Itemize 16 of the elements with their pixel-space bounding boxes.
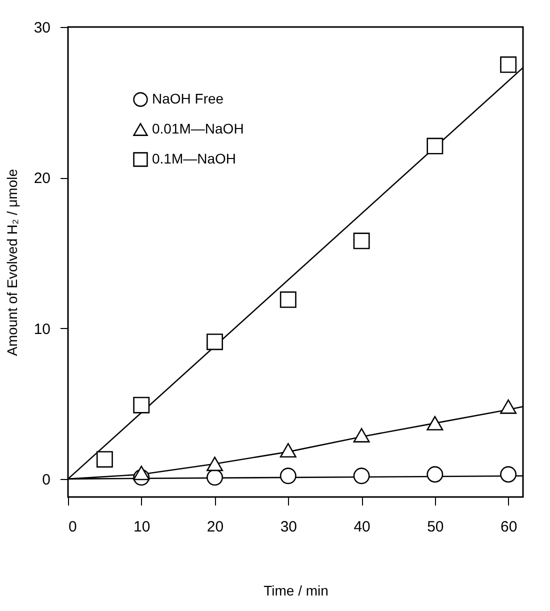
y-axis-title: Amount of Evolved H₂ / μmole [4, 168, 20, 356]
x-tick-label: 30 [280, 518, 298, 536]
y-tick-label: 30 [34, 20, 50, 36]
x-tick-label: 0 [68, 518, 77, 536]
x-axis-title: Time / min [264, 582, 328, 598]
y-tick-label: 20 [34, 170, 50, 188]
y-tick-label: 10 [34, 320, 50, 338]
y-tick-label: 0 [42, 471, 50, 488]
x-tick-label: 10 [134, 518, 150, 536]
x-tick-label: 20 [206, 518, 224, 536]
x-tick-label: 50 [427, 518, 444, 536]
legend-label: NaOH Free [152, 90, 224, 106]
x-tick-label: 60 [500, 518, 518, 536]
legend-label: 0.01M—NaOH [152, 120, 244, 136]
x-tick-label: 40 [354, 518, 370, 536]
legend-label: 0.1M—NaOH [152, 150, 236, 166]
